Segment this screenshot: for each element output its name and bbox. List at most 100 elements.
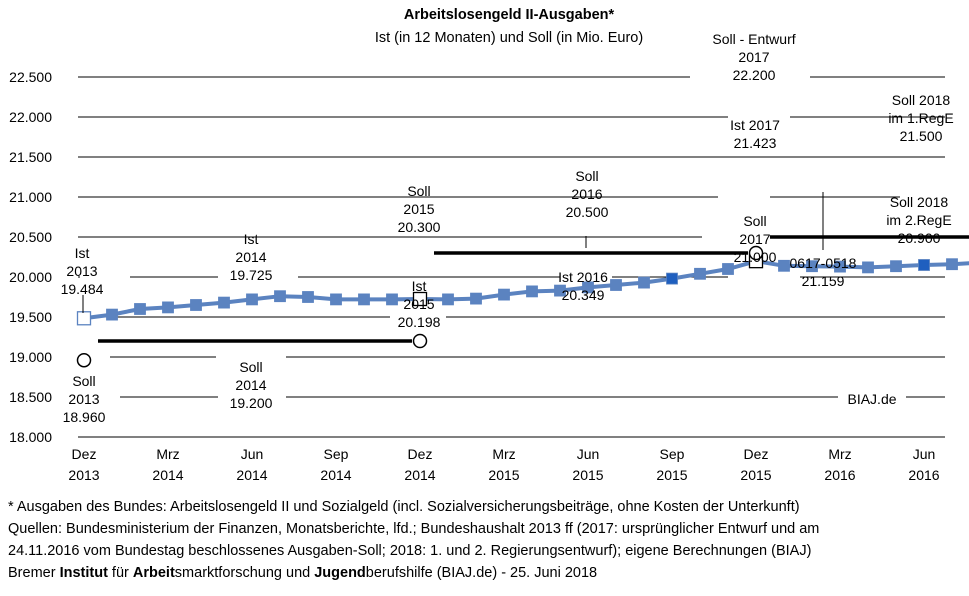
annotation-text: 20.500 (566, 204, 609, 220)
footnote-line-3: 24.11.2016 vom Bundestag beschlossenes A… (8, 543, 812, 559)
annotation-text: Ist 2016 (558, 269, 608, 285)
soll-circle-marker (76, 352, 92, 368)
ist-data-point (470, 292, 482, 305)
x-tick-month: Dez (72, 446, 97, 462)
ist-data-point (834, 260, 846, 273)
annotation-text: 20.349 (562, 287, 605, 303)
ist-data-point (862, 261, 874, 274)
ist-data-point (274, 290, 286, 303)
annotation-text: 2016 (571, 186, 602, 202)
ist-data-point (778, 259, 790, 272)
x-tick-year: 2014 (320, 467, 351, 483)
annotation-text: 2014 (235, 377, 266, 393)
soll-circle-marker (412, 333, 428, 349)
y-tick-label: 21.500 (9, 149, 52, 165)
annotation-text: 2017 (738, 49, 769, 65)
footnote-line-4: Bremer Institut für Arbeitsmarktforschun… (8, 562, 597, 584)
footnote-line-4-mid-2: smarktforschung und (174, 565, 315, 581)
ist-data-point (890, 260, 902, 273)
annotation-text: 2013 (66, 263, 97, 279)
x-tick-month: Mrz (492, 446, 515, 462)
ist-data-point (442, 293, 454, 306)
annotation-text: Soll (239, 359, 262, 375)
x-tick-year: 2014 (404, 467, 435, 483)
y-tick-label: 19.000 (9, 349, 52, 365)
ist-data-point (190, 299, 202, 311)
annotation-text: 2013 (68, 391, 99, 407)
y-axis-ticks: 22.500 22.000 21.500 21.000 20.500 20.000 19.5… (9, 69, 52, 445)
ist-data-point (218, 296, 230, 309)
y-tick-label: 19.500 (9, 309, 52, 325)
ist-data-point (722, 263, 734, 275)
footnote-line-4-bold-1: Institut (59, 565, 108, 581)
x-tick-year: 2015 (488, 467, 519, 483)
annotation-text: im 1.RegE (888, 110, 953, 126)
y-tick-label: 18.500 (9, 389, 52, 405)
x-tick-month: Dez (408, 446, 433, 462)
annotation-text: Soll 2018 (892, 92, 951, 108)
annotations: Ist 2013 19.484 Soll 2013 18.960 Ist 2014 19.725… (61, 31, 954, 425)
annotation-text: 2015 (403, 296, 434, 312)
annotation-text: im 2.RegE (886, 212, 951, 228)
annotation-text: Soll (72, 373, 95, 389)
y-tick-label: 22.500 (9, 69, 52, 85)
ist-data-point (386, 293, 398, 306)
y-tick-label: 20.000 (9, 269, 52, 285)
x-tick-month: Jun (241, 446, 264, 462)
annotation-text: 2014 (235, 249, 266, 265)
ist-data-point (134, 303, 146, 315)
footnote-line-4-mid-1: für (107, 565, 133, 581)
soll-markers (76, 245, 764, 368)
ist-data-point (582, 281, 594, 294)
annotation-text: Soll (575, 168, 598, 184)
annotation-text: Soll - Entwurf (712, 31, 795, 47)
ist-data-point (554, 284, 566, 297)
annotation-text: Soll (743, 213, 766, 229)
annotation-text: 19.200 (230, 395, 273, 411)
y-tick-label: 20.500 (9, 229, 52, 245)
x-tick-month: Sep (660, 446, 685, 462)
ist-data-point (106, 308, 118, 321)
annotation-text: 2015 (403, 201, 434, 217)
chart: Arbeitslosengeld II-Ausgaben* Ist (in 12… (9, 7, 969, 483)
ist-data-point (806, 260, 818, 273)
footnote-line-2: Quellen: Bundesministerium der Finanzen,… (8, 521, 820, 537)
footnote-line-1: * Ausgaben des Bundes: Arbeitslosengeld … (8, 499, 800, 515)
ist-data-point (302, 291, 314, 303)
x-tick-month: Jun (577, 446, 600, 462)
soll-circle-marker (748, 245, 764, 261)
ist-data-point (666, 272, 678, 285)
chart-title: Arbeitslosengeld II-Ausgaben* (404, 7, 615, 23)
annotation-text: 20.300 (398, 219, 441, 235)
x-tick-year: 2015 (572, 467, 603, 483)
annotation-text: 21.159 (802, 273, 845, 289)
annotation-text: 19.725 (230, 267, 273, 283)
annotation-text: 18.960 (63, 409, 106, 425)
ist-series (76, 254, 969, 326)
ist-data-point (946, 258, 958, 271)
ist-data-point (358, 293, 370, 306)
footnote-line-4-post: berufshilfe (BIAJ.de) - 25. Juni 2018 (365, 565, 598, 581)
chart-subtitle: Ist (in 12 Monaten) und Soll (in Mio. Eu… (375, 30, 643, 46)
ist-data-point (412, 291, 428, 307)
ist-data-point (918, 259, 930, 271)
ist-data-point (610, 279, 622, 291)
ist-data-point (76, 311, 92, 326)
grid-lines (78, 76, 945, 438)
soll-lines (98, 235, 969, 343)
annotation-text: 20.900 (898, 230, 941, 246)
annotation-text: Ist 2017 (730, 117, 780, 133)
x-axis-ticks: Dez 2013 Mrz 2014 Jun 2014 Sep 2014 Dez 2014 Mrz 20… (68, 446, 939, 483)
x-tick-month: Dez (744, 446, 769, 462)
annotation-text: Soll (407, 183, 430, 199)
y-tick-label: 18.000 (9, 429, 52, 445)
x-tick-month: Sep (324, 446, 349, 462)
x-tick-month: Jun (913, 446, 936, 462)
annotation-text: 22.200 (733, 67, 776, 83)
x-tick-year: 2014 (236, 467, 267, 483)
x-tick-year: 2014 (152, 467, 183, 483)
annotation-text: 21.500 (900, 128, 943, 144)
ist-data-point (498, 288, 510, 301)
annotation-text: 21.423 (734, 135, 777, 151)
annotation-text: 0617-0518 (790, 255, 857, 271)
